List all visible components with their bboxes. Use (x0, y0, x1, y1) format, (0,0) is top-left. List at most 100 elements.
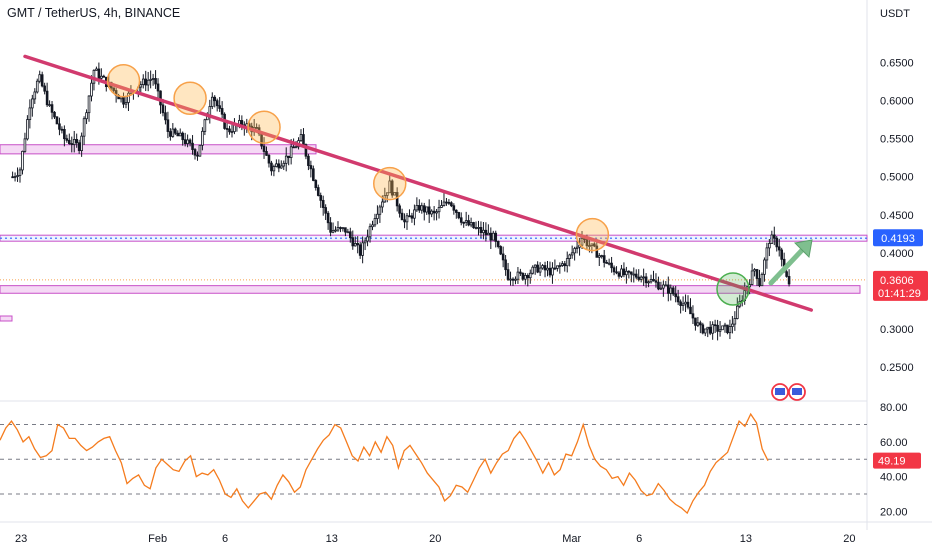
candle-body (385, 192, 389, 196)
candle-body (395, 192, 399, 207)
candle-body (240, 120, 244, 126)
candle-body (75, 139, 78, 144)
candle-body (775, 237, 779, 248)
candle-body (146, 79, 150, 86)
candle-body (181, 132, 184, 141)
projection-arrow-head (793, 239, 813, 259)
candle-body (299, 134, 303, 142)
candle-body (272, 166, 276, 172)
candle-body (531, 266, 535, 274)
candle-body (501, 253, 505, 261)
candle-body (314, 180, 318, 188)
touch-marker (575, 217, 610, 252)
candle-body (568, 254, 571, 260)
x-tick-label: 13 (326, 533, 338, 545)
candle-body (43, 85, 46, 92)
candle-body (139, 84, 143, 88)
candle-body (65, 138, 69, 141)
current-price-label: 0.3606 (880, 275, 914, 287)
rsi-tick-label: 60.00 (880, 437, 908, 449)
candle-body (154, 78, 157, 85)
candle-body (445, 201, 448, 204)
candle-body (35, 80, 39, 93)
candle-body (45, 90, 49, 106)
candle-body (85, 112, 88, 120)
x-tick-label: 23 (15, 533, 27, 545)
candle-body (166, 119, 170, 132)
candle-body (605, 262, 608, 264)
candle-body (31, 98, 34, 109)
candle-body (563, 263, 567, 267)
candle-body (164, 112, 167, 121)
candle-body (53, 111, 56, 118)
candle-body (474, 227, 478, 229)
candle-body (753, 269, 756, 272)
current-price-badge (873, 270, 928, 301)
projection-arrow-shaft (768, 244, 808, 286)
candle-body (765, 247, 769, 261)
candle-body (573, 248, 576, 254)
candle-body (294, 146, 298, 149)
candle-body (368, 226, 372, 238)
candle-body (351, 237, 355, 247)
candle-body (597, 255, 601, 258)
candle-body (642, 276, 645, 279)
candle-body (664, 284, 668, 287)
touch-marker (373, 166, 407, 201)
candle-body (750, 270, 754, 285)
candle-body (210, 96, 214, 107)
candle-body (711, 324, 714, 334)
candle-body (255, 127, 258, 129)
candle-body (228, 128, 231, 133)
candle-body (302, 134, 305, 145)
candle-body (713, 324, 717, 327)
candle-body (772, 234, 776, 239)
candle-body (541, 265, 544, 269)
candle-body (763, 259, 766, 275)
candle-body (201, 130, 204, 146)
candle-body (437, 207, 441, 213)
candle-body (600, 255, 604, 258)
price-zone-marker (0, 315, 13, 322)
candle-body (612, 267, 616, 273)
candle-body (590, 243, 594, 246)
candle-body (178, 132, 182, 137)
candle-body (627, 270, 631, 273)
candle-body (602, 255, 606, 263)
candle-body (777, 246, 781, 251)
candle-body (647, 281, 650, 284)
candle-body (275, 163, 278, 167)
candle-body (95, 68, 98, 71)
candle-body (400, 212, 404, 221)
candle-body (262, 145, 266, 152)
candle-body (625, 270, 628, 276)
candle-body (543, 265, 547, 271)
candle-body (55, 116, 59, 125)
candle-body (225, 128, 229, 130)
candle-body (48, 104, 51, 107)
candle-body (141, 78, 145, 86)
candle-body (319, 195, 323, 201)
support-zone (0, 234, 868, 242)
candle-body (63, 128, 66, 140)
candle-body (420, 205, 424, 211)
candle-body (418, 205, 421, 211)
candle-body (770, 234, 774, 244)
candle-body (472, 222, 475, 229)
candle-body (630, 271, 633, 275)
candle-body (634, 273, 638, 278)
candle-body (721, 325, 724, 331)
candle-body (267, 154, 271, 164)
candle-body (632, 273, 636, 276)
candle-body (356, 243, 360, 246)
candle-body (696, 322, 700, 326)
candle-body (16, 175, 19, 177)
candle-body (657, 281, 660, 290)
candle-body (556, 265, 559, 269)
candle-body (376, 213, 379, 219)
candle-body (230, 131, 234, 133)
candle-body (482, 229, 485, 234)
y-axis-unit: USDT (880, 8, 910, 20)
candle-body (279, 165, 283, 169)
